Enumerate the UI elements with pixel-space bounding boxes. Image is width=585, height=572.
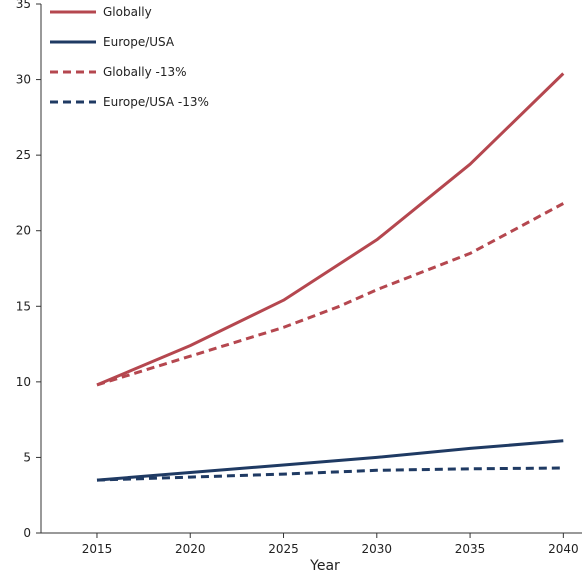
x-tick-label: 2025 bbox=[268, 542, 299, 556]
y-tick-label: 20 bbox=[16, 224, 31, 238]
x-axis-title: Year bbox=[309, 558, 340, 572]
legend-label-2: Europe/USA bbox=[103, 35, 175, 49]
x-tick-label: 2035 bbox=[455, 542, 486, 556]
series-line-2 bbox=[96, 439, 564, 482]
legend-label-1: Globally bbox=[103, 5, 152, 19]
x-tick-label: 2040 bbox=[548, 542, 579, 556]
series-line-1 bbox=[96, 72, 565, 387]
legend-label-3: Globally -13% bbox=[103, 65, 187, 79]
series-line-3 bbox=[96, 202, 565, 387]
y-tick-label: 30 bbox=[16, 73, 31, 87]
legend-label-4: Europe/USA -13% bbox=[103, 95, 209, 109]
x-tick-label: 2015 bbox=[82, 542, 113, 556]
y-tick-label: 10 bbox=[16, 375, 31, 389]
y-tick-label: 5 bbox=[23, 450, 31, 464]
y-tick-label: 15 bbox=[16, 299, 31, 313]
y-tick-label: 25 bbox=[16, 148, 31, 162]
x-tick-label: 2030 bbox=[362, 542, 393, 556]
series-layer bbox=[96, 72, 565, 482]
x-tick-label: 2020 bbox=[175, 542, 206, 556]
y-tick-label: 35 bbox=[16, 0, 31, 11]
y-tick-label: 0 bbox=[23, 526, 31, 540]
legend: Globally Europe/USA Globally -13% Europe/US… bbox=[50, 5, 209, 109]
